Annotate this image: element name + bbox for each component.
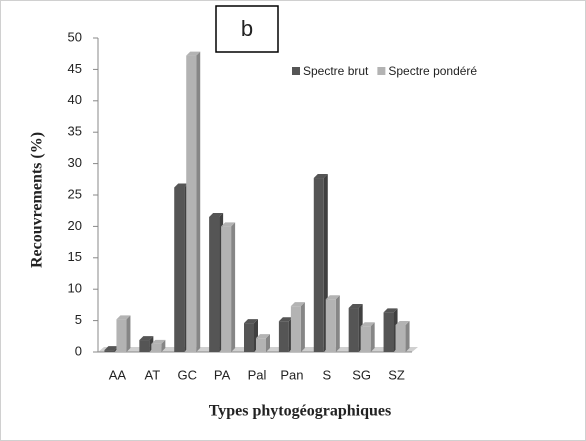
bar <box>348 308 359 352</box>
bar <box>278 321 289 352</box>
bar-depth <box>161 339 166 352</box>
bar-depth <box>196 51 201 353</box>
x-tick-label: PA <box>214 367 231 382</box>
y-tick-label: 0 <box>75 343 82 358</box>
x-axis-label: Types phytogéographiques <box>209 403 391 420</box>
bar-top <box>174 183 189 188</box>
bar <box>360 326 371 352</box>
bar-depth <box>266 334 270 352</box>
annotation: b <box>241 16 253 41</box>
legend-swatch <box>292 67 300 75</box>
bar <box>290 306 301 352</box>
y-tick-label: 30 <box>68 155 82 170</box>
x-tick-label: AT <box>145 367 161 382</box>
x-tick-label: S <box>322 367 331 382</box>
x-tick-label: Pan <box>280 367 303 382</box>
bar-top <box>348 304 363 309</box>
bar-top <box>325 295 340 300</box>
bar-top <box>151 339 166 344</box>
bar-top <box>278 317 293 322</box>
bar-depth <box>370 322 375 352</box>
bar <box>221 226 232 352</box>
bar-top <box>244 319 258 324</box>
y-tick-label: 15 <box>68 249 82 264</box>
bar-top <box>383 308 398 313</box>
bar <box>244 323 254 352</box>
bar-top <box>290 302 305 307</box>
bar <box>116 319 127 352</box>
bar <box>383 312 394 352</box>
bar-top <box>221 222 236 227</box>
bar <box>104 350 115 352</box>
y-tick-label: 5 <box>75 312 82 327</box>
legend-label: Spectre pondéré <box>388 64 477 78</box>
y-tick-label: 40 <box>68 92 82 107</box>
bar <box>395 324 406 352</box>
bar <box>256 338 266 352</box>
bar-depth <box>126 315 131 352</box>
x-tick-label: SG <box>352 367 371 382</box>
bar-depth <box>300 302 305 352</box>
x-tick-label: SZ <box>388 367 405 382</box>
bar <box>313 178 324 352</box>
legend-label: Spectre brut <box>303 64 369 78</box>
bar-top <box>104 346 119 351</box>
bar-depth <box>335 295 340 352</box>
bar <box>174 187 185 352</box>
x-tick-label: Pal <box>248 367 267 382</box>
bar-top <box>116 315 131 320</box>
y-tick-label: 45 <box>68 61 82 76</box>
annotation-box <box>215 5 279 53</box>
bar-top <box>186 51 201 56</box>
bar-top <box>360 322 375 327</box>
bar <box>186 55 197 353</box>
bar-top <box>209 212 224 217</box>
bar-depth <box>405 320 410 352</box>
bar-top <box>139 336 154 341</box>
bar-depth <box>231 222 236 352</box>
bar-top <box>395 320 410 325</box>
y-tick-label: 10 <box>68 281 82 296</box>
x-tick-label: AA <box>109 367 127 382</box>
bar <box>209 216 220 352</box>
x-tick-label: GC <box>177 367 197 382</box>
bar-top <box>256 334 270 339</box>
bar <box>151 343 162 352</box>
bar <box>325 299 336 352</box>
y-tick-label: 35 <box>68 124 82 139</box>
y-axis-label: Recouvrements (%) <box>29 132 46 268</box>
y-tick-label: 20 <box>68 218 82 233</box>
legend-swatch <box>377 67 386 75</box>
y-tick-label: 25 <box>68 186 82 201</box>
bar <box>139 340 150 352</box>
bar-top <box>313 174 328 179</box>
y-tick-label: 50 <box>68 29 82 44</box>
